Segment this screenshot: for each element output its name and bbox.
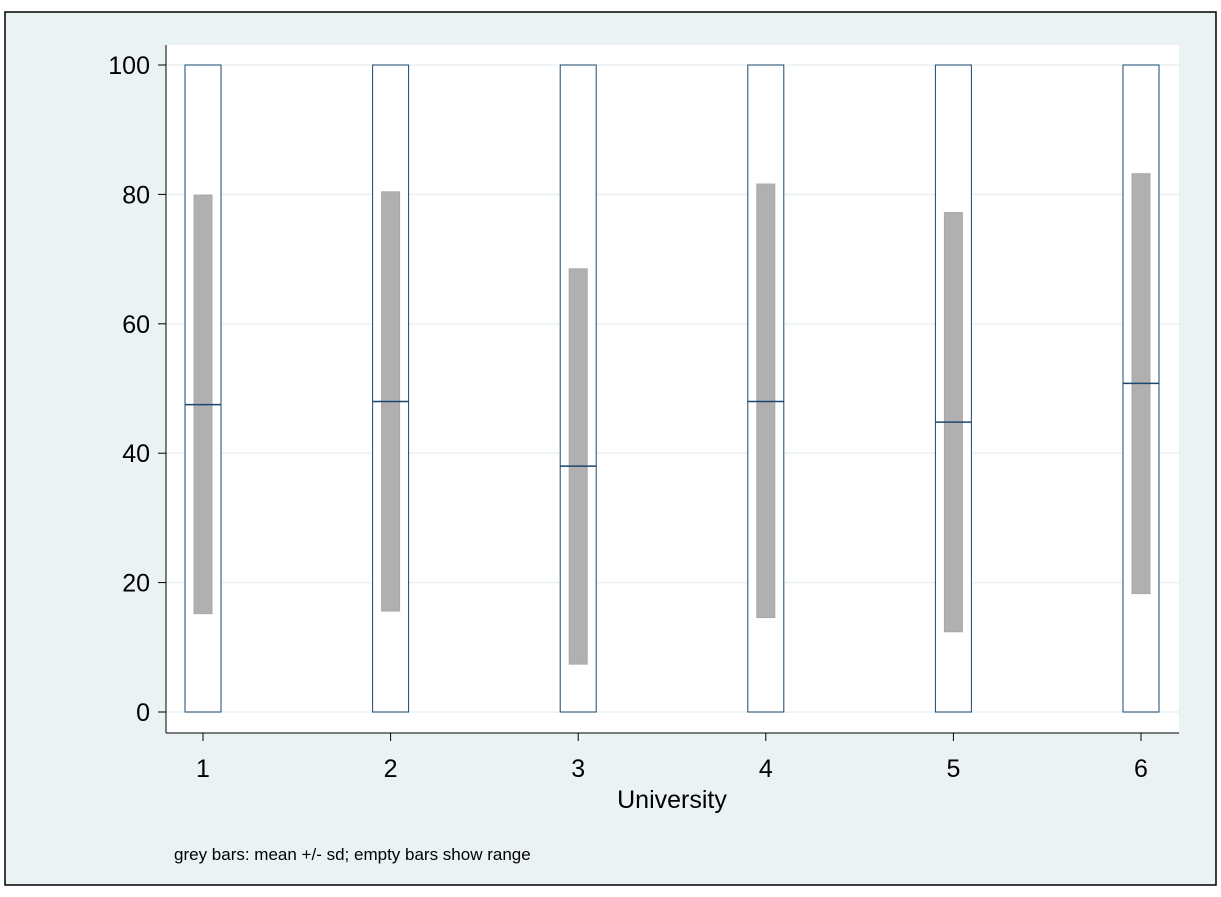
x-tick-label: 4 [759,755,773,783]
y-tick-label: 60 [122,311,150,339]
x-axis-title: University [617,786,727,814]
y-tick-label: 100 [108,52,150,80]
chart-note: grey bars: mean +/- sd; empty bars show … [174,845,531,864]
x-tick-label: 5 [946,755,960,783]
y-tick-label: 40 [122,440,150,468]
y-axis-ticks: 0 20 40 60 80 100 [108,52,166,727]
plot-area [166,45,1179,733]
bars-group [184,64,1160,713]
x-tick-label: 6 [1134,755,1148,783]
x-tick-label: 2 [384,755,398,783]
x-tick-label: 1 [196,755,210,783]
y-tick-label: 80 [122,181,150,209]
grid-lines [166,64,1179,713]
y-tick-label: 20 [122,570,150,598]
x-axis-ticks: 1 2 3 4 5 6 [196,733,1148,783]
y-tick-label: 0 [136,699,150,727]
x-tick-label: 3 [571,755,585,783]
